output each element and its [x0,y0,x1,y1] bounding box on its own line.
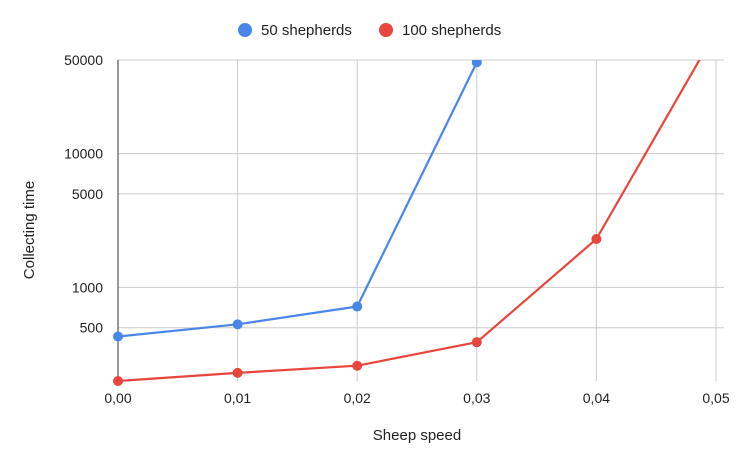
data-point [113,376,123,386]
series-50-shepherds [113,60,482,342]
tick-labels: 0,00 0,01 0,02 0,03 0,04 0,05 50000 10000 5000 10… [64,52,730,406]
y-axis-title: Collecting time [21,181,38,279]
y-tick-label: 5000 [72,186,103,202]
data-point [113,331,123,342]
x-tick-label: 0,01 [224,390,251,406]
legend-swatch-100-shepherds [379,23,393,37]
data-point [352,360,363,371]
data-point [352,301,363,312]
y-tick-label: 10000 [64,146,103,162]
gridlines [118,59,724,381]
legend-swatch-50-shepherds [238,23,252,37]
x-tick-label: 0,05 [702,390,729,406]
series-line [117,60,701,383]
y-tick-label: 1000 [72,279,103,295]
y-tick-label: 50000 [64,52,103,68]
y-tick-label: 500 [80,320,104,336]
legend-label-50-shepherds: 50 shepherds [261,22,352,39]
x-tick-label: 0,00 [104,390,131,406]
data-point [232,319,243,330]
legend-label-100-shepherds: 100 shepherds [402,22,501,39]
legend: 50 shepherds 100 shepherds [238,22,501,39]
x-tick-label: 0,02 [344,390,371,406]
data-point [232,367,243,378]
x-axis-title: Sheep speed [373,427,461,444]
data-point [471,337,482,348]
data-point [471,60,482,68]
x-tick-label: 0,03 [463,390,490,406]
series-line [117,61,478,338]
x-tick-label: 0,04 [583,390,610,406]
data-point [591,234,602,245]
series-layer [113,60,701,386]
series-100-shepherds [113,60,701,386]
